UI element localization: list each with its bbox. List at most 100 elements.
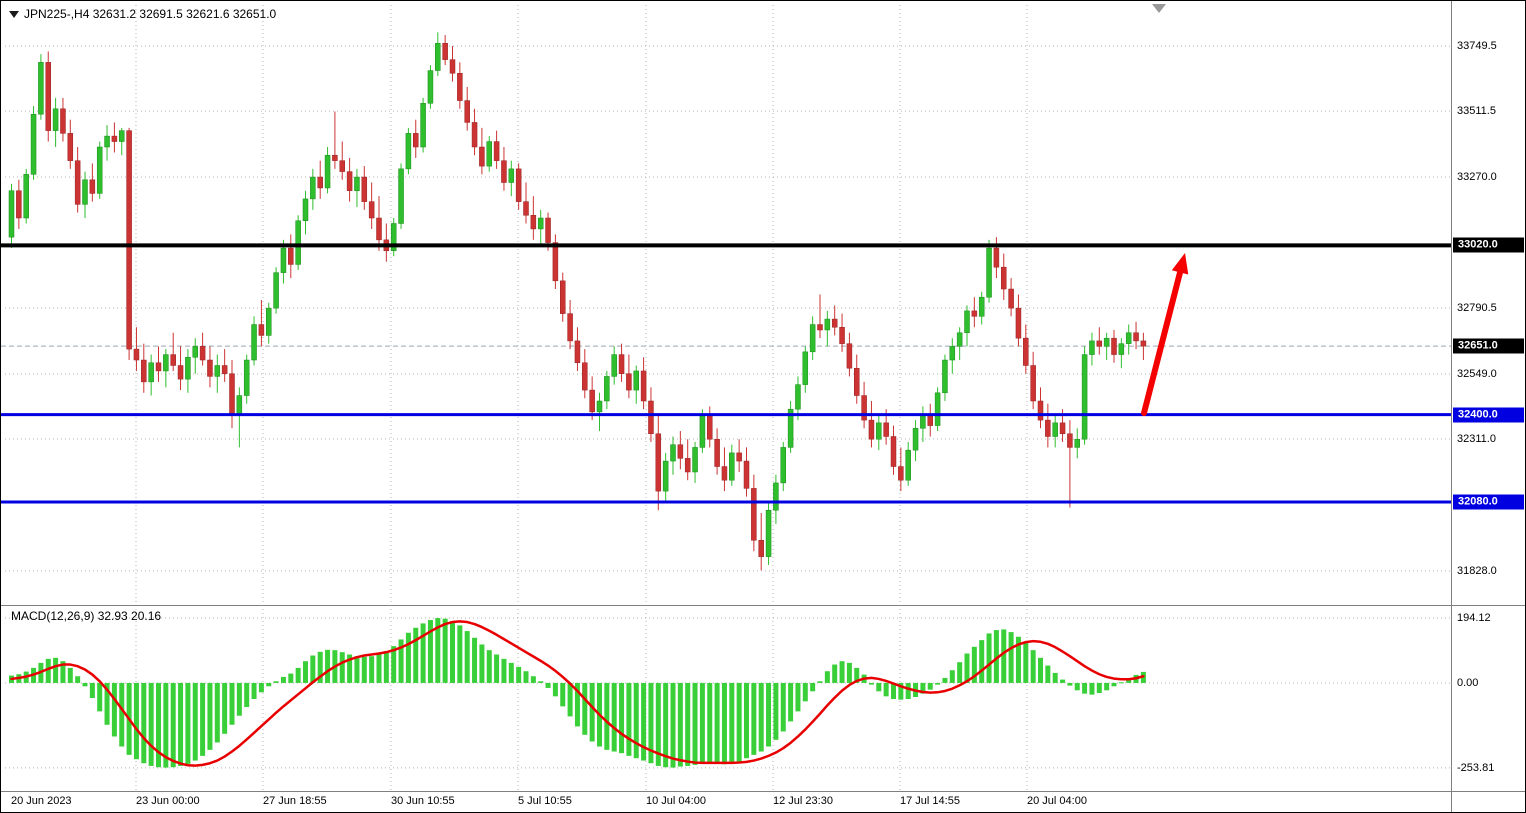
macd-bar xyxy=(472,637,478,683)
macd-bar xyxy=(530,676,536,683)
candle-body xyxy=(883,422,889,437)
candle-body xyxy=(163,354,169,372)
candle-body xyxy=(52,108,59,131)
macd-bar xyxy=(1104,682,1110,691)
candle-body xyxy=(846,343,853,369)
macd-bar xyxy=(1038,657,1043,683)
macd-bar xyxy=(545,682,551,688)
candle-body xyxy=(1096,340,1103,347)
candle-body xyxy=(1015,307,1022,339)
macd-bar xyxy=(163,682,169,768)
candle-body xyxy=(736,452,742,462)
candle-body xyxy=(273,272,279,309)
candle-body xyxy=(648,400,654,435)
candle-body xyxy=(1125,332,1132,344)
candle-body xyxy=(604,376,610,402)
macd-bar xyxy=(200,682,206,756)
macd-bar xyxy=(979,640,985,683)
candle-body xyxy=(978,296,985,317)
time-axis-label: 23 Jun 00:00 xyxy=(136,795,200,807)
candle-body xyxy=(508,168,515,183)
macd-bar xyxy=(699,682,705,764)
macd-bar xyxy=(810,682,816,692)
macd-bar xyxy=(685,682,691,766)
time-axis-label: 10 Jul 04:00 xyxy=(646,795,706,807)
macd-bar xyxy=(773,682,779,740)
macd-bar xyxy=(523,671,529,683)
candle-body xyxy=(743,460,750,489)
macd-bar xyxy=(420,623,426,683)
candle-body xyxy=(471,122,478,148)
price-level-tag[interactable]: 33020.0 xyxy=(1453,237,1524,253)
macd-bar xyxy=(832,664,838,683)
macd-bar xyxy=(957,662,963,683)
macd-bar xyxy=(288,673,294,683)
candle-body xyxy=(479,146,485,167)
time-axis-label: 5 Jul 10:55 xyxy=(518,795,572,807)
macd-bar xyxy=(339,652,345,683)
macd-bar xyxy=(560,682,566,707)
current-price-tag: 32651.0 xyxy=(1453,338,1524,354)
time-axis-label: 20 Jul 04:00 xyxy=(1027,795,1087,807)
macd-bar xyxy=(633,682,639,759)
macd-bar xyxy=(405,632,411,683)
candle-body xyxy=(596,400,603,413)
candle-body xyxy=(626,373,632,391)
candle-body xyxy=(288,247,294,265)
macd-bar xyxy=(1126,678,1132,683)
macd-bar xyxy=(1045,665,1051,683)
macd-bar xyxy=(369,656,375,683)
macd-bar xyxy=(435,618,441,683)
price-axis-label: 33749.5 xyxy=(1457,40,1497,53)
candle-body xyxy=(427,70,434,104)
candle-body xyxy=(1140,340,1147,347)
candle-body xyxy=(442,42,448,60)
candle-body xyxy=(949,346,956,361)
macd-bar xyxy=(214,682,220,743)
candle-body xyxy=(854,367,860,396)
macd-bar xyxy=(868,682,874,685)
candle-body xyxy=(486,141,492,167)
candle-body xyxy=(934,392,941,426)
trend-arrow[interactable] xyxy=(1141,253,1189,416)
symbol-marker-icon xyxy=(9,10,19,18)
macd-bar xyxy=(207,682,213,750)
candle-body xyxy=(537,217,544,230)
candle-body xyxy=(251,324,257,361)
candle-body xyxy=(354,176,360,191)
candle-body xyxy=(699,414,706,448)
candle-body xyxy=(1023,337,1029,366)
macd-bar xyxy=(927,682,933,690)
candle-body xyxy=(30,113,37,175)
chart-shift-marker-icon[interactable] xyxy=(1152,4,1166,13)
macd-bar xyxy=(648,682,654,764)
candle-body xyxy=(449,59,456,74)
horizontal-gridlines xyxy=(5,45,1451,769)
macd-bar xyxy=(935,682,941,685)
macd-bar xyxy=(714,682,720,764)
candle-body xyxy=(692,447,698,473)
candle-body xyxy=(258,324,265,336)
candle-body xyxy=(141,359,147,383)
price-level-tag[interactable]: 32400.0 xyxy=(1453,407,1524,423)
candle-body xyxy=(295,220,301,265)
macd-bar xyxy=(971,646,977,683)
candle-body xyxy=(684,458,691,473)
candle-body xyxy=(1001,266,1007,290)
macd-bar xyxy=(729,682,735,764)
macd-bar xyxy=(670,682,676,768)
candle-body xyxy=(133,348,140,361)
candle-body xyxy=(707,414,713,440)
macd-bar xyxy=(192,682,198,761)
macd-bar xyxy=(655,682,661,766)
macd-bar xyxy=(494,654,500,683)
candle-body xyxy=(1074,438,1080,448)
candle-body xyxy=(1111,337,1117,355)
candle-body xyxy=(868,419,875,440)
macd-bar xyxy=(839,661,845,683)
price-level-tag[interactable]: 32080.0 xyxy=(1453,494,1524,510)
candle-body xyxy=(111,135,118,142)
macd-bar xyxy=(891,682,896,699)
